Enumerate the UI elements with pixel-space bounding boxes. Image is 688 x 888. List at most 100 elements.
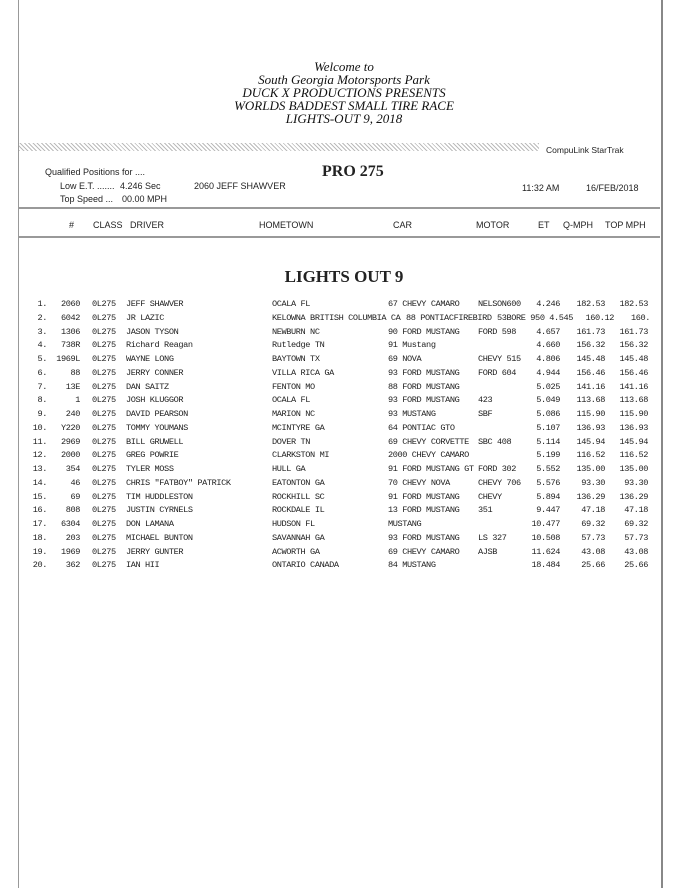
cell-top-mph: 141.16 <box>619 381 648 392</box>
cell-car-number: 203 <box>65 532 81 543</box>
cell-hometown: ACWORTH GA <box>272 546 320 557</box>
cell-motor: SBC 408 <box>478 436 512 447</box>
class-title: PRO 275 <box>322 163 384 180</box>
cell-et: 4.660 <box>536 340 560 351</box>
cell-driver: JASON TYSON <box>126 326 179 337</box>
cell-top-mph: 135.00 <box>619 464 648 474</box>
cell-et: 4.944 <box>536 367 560 378</box>
top-speed-label: Top Speed ... <box>60 194 114 204</box>
cell-hometown: KELOWNA BRITISH COLUMBIA CA <box>272 312 401 323</box>
cell-et: 18.484 <box>531 560 560 571</box>
cell-car-number: 69 <box>70 491 80 502</box>
cell-hometown: EATONTON GA <box>272 477 325 488</box>
col-num: # <box>69 220 75 230</box>
cell-et: 4.806 <box>536 354 560 364</box>
divider <box>19 207 660 209</box>
cell-car-number: 808 <box>65 505 81 516</box>
cell-hometown: MCINTYRE GA <box>272 422 325 433</box>
title-line: DUCK X PRODUCTIONS PRESENTS <box>242 85 446 100</box>
cell-position: 2. <box>37 312 47 323</box>
title-line: WORLDS BADDEST SMALL TIRE RACE <box>234 98 454 113</box>
cell-position: 17. <box>32 519 48 529</box>
cell-class: 0L275 <box>92 326 116 337</box>
cell-q-mph: 136.29 <box>576 491 605 502</box>
cell-position: 12. <box>32 450 48 461</box>
cell-car: 2000 CHEVY CAMARO <box>388 450 469 461</box>
cell-motor: FORD 604 <box>478 367 517 378</box>
cell-car: 93 FORD MUSTANG <box>388 395 460 406</box>
cell-top-mph: 145.48 <box>619 354 648 364</box>
cell-class: 0L275 <box>92 519 116 529</box>
cell-hometown: CLARKSTON MI <box>272 450 330 461</box>
cell-q-mph: 136.93 <box>576 422 605 433</box>
cell-position: 4. <box>37 340 47 351</box>
cell-et: 5.199 <box>536 450 560 461</box>
cell-car: 67 CHEVY CAMARO <box>388 299 460 309</box>
cell-q-mph: 115.90 <box>576 409 605 419</box>
table-row: 7. 13E 0L275 DAN SAITZ FENTON MO 88 FORD MUST… <box>0 382 688 395</box>
cell-car-number: Y220 <box>60 422 80 433</box>
title-line: LIGHTS-OUT 9, 2018 <box>285 111 403 126</box>
cell-driver: DAVID PEARSON <box>126 409 188 419</box>
cell-top-mph: 25.66 <box>624 560 648 571</box>
cell-et: 5.025 <box>536 381 560 392</box>
cell-motor: CHEVY <box>478 491 502 502</box>
cell-top-mph: 160. <box>630 312 650 323</box>
cell-car: MUSTANG <box>388 519 422 529</box>
cell-car-number: 1969L <box>56 354 80 364</box>
col-qmph: Q-MPH <box>563 220 593 230</box>
cell-car-number: 738R <box>60 340 80 351</box>
cell-top-mph: 69.32 <box>624 519 648 529</box>
cell-class: 0L275 <box>92 409 116 419</box>
cell-hometown: SAVANNAH GA <box>272 532 325 543</box>
cell-class: 0L275 <box>92 312 116 323</box>
cell-q-mph: 182.53 <box>576 299 605 309</box>
cell-driver: WAYNE LONG <box>126 354 174 364</box>
cell-motor: 351 <box>478 505 493 516</box>
cell-et: 5.552 <box>536 464 560 474</box>
cell-class: 0L275 <box>92 354 116 364</box>
cell-hometown: ROCKHILL SC <box>272 491 325 502</box>
cell-car-number: 354 <box>65 464 81 474</box>
low-et-label: Low E.T. ....... <box>60 181 115 191</box>
col-et: ET <box>538 220 550 230</box>
table-row: 18. 203 0L275 MICHAEL BUNTON SAVANNAH GA 93 F… <box>0 533 688 546</box>
cell-top-mph: 156.32 <box>619 340 648 351</box>
cell-car-number: 88 <box>70 367 80 378</box>
table-row: 10. Y220 0L275 TOMMY YOUMANS MCINTYRE GA 64 P… <box>0 423 688 436</box>
cell-car: 69 CHEVY CAMARO <box>388 546 460 557</box>
low-et-driver: 2060 JEFF SHAWVER <box>194 181 286 191</box>
cell-q-mph: 113.68 <box>576 395 605 406</box>
cell-top-mph: 57.73 <box>624 532 648 543</box>
cell-hometown: VILLA RICA GA <box>272 367 334 378</box>
col-motor: MOTOR <box>476 220 510 230</box>
cell-driver: DAN SAITZ <box>126 381 169 392</box>
cell-motor: CHEVY 706 <box>478 477 521 488</box>
cell-q-mph: 145.94 <box>576 436 605 447</box>
cell-class: 0L275 <box>92 546 116 557</box>
cell-hometown: OCALA FL <box>272 299 311 309</box>
cell-class: 0L275 <box>92 395 116 406</box>
cell-hometown: HULL GA <box>272 464 306 474</box>
cell-class: 0L275 <box>92 436 116 447</box>
cell-position: 14. <box>32 477 48 488</box>
cell-et: 4.545 <box>549 312 573 323</box>
cell-car-number: 13E <box>65 381 81 392</box>
title-line: Welcome to <box>314 59 374 74</box>
cell-et: 11.624 <box>531 546 560 557</box>
cell-motor: SBF <box>478 409 493 419</box>
cell-car: 91 FORD MUSTANG <box>388 491 460 502</box>
table-row: 11. 2969 0L275 BILL GRUWELL DOVER TN 69 CHEVY… <box>0 437 688 450</box>
cell-car: 88 PONTIACFIREBIRD <box>406 312 492 323</box>
cell-driver: GREG POWRIE <box>126 450 179 461</box>
table-row: 12. 2000 0L275 GREG POWRIE CLARKSTON MI 2000 … <box>0 450 688 463</box>
cell-driver: CHRIS "FATBOY" PATRICK <box>126 477 231 488</box>
cell-hometown: ONTARIO CANADA <box>272 560 339 571</box>
cell-driver: TIM HUDDLESTON <box>126 491 193 502</box>
cell-top-mph: 43.08 <box>624 546 648 557</box>
cell-et: 10.477 <box>531 519 560 529</box>
cell-car-number: 6042 <box>60 312 80 323</box>
cell-driver: JUSTIN CYRNELS <box>126 505 193 516</box>
cell-driver: TOMMY YOUMANS <box>126 422 188 433</box>
section-title: LIGHTS OUT 9 <box>284 267 404 286</box>
